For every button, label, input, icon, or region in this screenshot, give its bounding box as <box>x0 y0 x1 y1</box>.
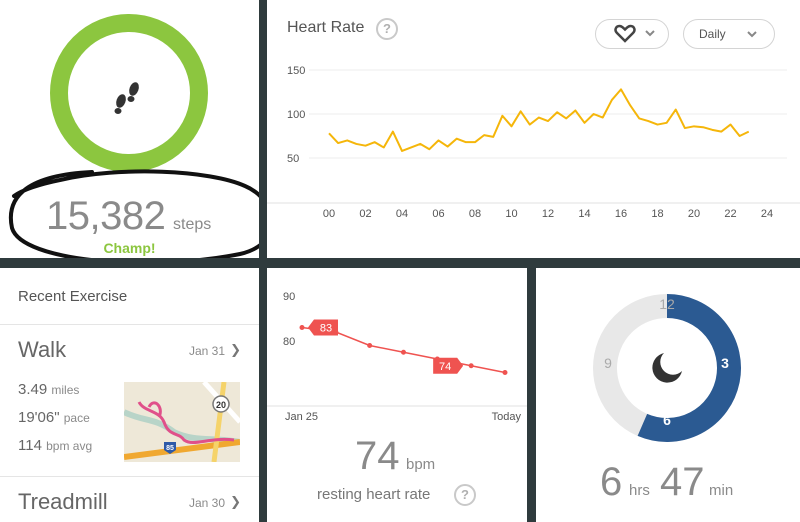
resting-hr-point <box>367 343 373 348</box>
steps-tile[interactable]: 15,382 steps Champ! <box>0 0 259 258</box>
exercise-name: Walk <box>18 337 67 362</box>
sleep-hours-unit: hrs <box>629 482 650 499</box>
y-tick-label: 50 <box>287 153 299 165</box>
data-label: 74 <box>439 361 451 373</box>
chevron-right-icon[interactable]: ❯ <box>230 342 241 357</box>
sleep-dial: 12 3 6 9 <box>593 294 741 442</box>
chevron-right-icon[interactable]: ❯ <box>230 494 241 509</box>
data-label: 83 <box>320 323 332 335</box>
exercise-heart-rate: 114 bpm avg <box>18 437 92 454</box>
route-map-graphic: 20 85 <box>124 382 240 462</box>
stat-value: 19'06" <box>18 409 60 426</box>
recent-exercise-title: Recent Exercise <box>18 288 128 305</box>
resting-heart-rate-label: resting heart rate <box>317 486 431 503</box>
x-tick-label: 06 <box>432 208 444 220</box>
stat-unit: miles <box>51 383 80 397</box>
heart-select-graphic <box>614 24 655 43</box>
stat-unit: pace <box>63 411 90 425</box>
sleep-dial-center <box>619 320 715 416</box>
y-tick-label: 80 <box>283 336 295 348</box>
x-tick-label: 24 <box>761 208 773 220</box>
resting-hr-point <box>299 325 305 330</box>
x-tick-label: Today <box>492 411 522 423</box>
resting-heart-rate-unit: bpm <box>406 456 436 473</box>
x-tick-label: 22 <box>724 208 736 220</box>
map-road-label: 20 <box>216 400 226 410</box>
stat-unit: bpm avg <box>46 439 93 453</box>
resting-heart-rate-tile[interactable]: 90 80 Jan 25 Today 83 74 74 bpm resting heart… <box>267 268 527 522</box>
steps-count: 15,382 <box>46 194 166 238</box>
heart-rate-tile[interactable]: Heart Rate ? Daily 150 100 50 00 02 04 06 08 10 1… <box>267 0 800 258</box>
x-tick-label: 08 <box>469 208 481 220</box>
dial-label-9: 9 <box>604 355 612 371</box>
steps-progress-ring <box>50 14 208 172</box>
exercise-item-walk[interactable]: Walk Jan 31 ❯ 3.49 miles 19'06" pace 114… <box>0 324 259 476</box>
steps-ring <box>8 14 259 258</box>
exercise-pace: 19'06" pace <box>18 409 90 426</box>
heart-select[interactable] <box>595 19 669 49</box>
y-tick-label: 100 <box>287 109 305 121</box>
heart-rate-chart[interactable]: 150 100 50 00 02 04 06 08 10 12 14 16 18 20 22 24 <box>267 0 800 258</box>
steps-unit: steps <box>173 216 212 233</box>
x-tick-label: 12 <box>542 208 554 220</box>
resting-hr-point <box>401 349 406 355</box>
footprints-icon <box>114 82 139 114</box>
resting-hr-point <box>468 363 474 369</box>
x-tick-label: 02 <box>359 208 371 220</box>
exercise-item-treadmill[interactable]: Treadmill Jan 30 ❯ <box>0 476 259 522</box>
resting-heart-rate-chart[interactable]: 90 80 Jan 25 Today 83 74 <box>267 268 527 428</box>
route-map[interactable]: 20 85 <box>124 382 240 462</box>
exercise-distance: 3.49 miles <box>18 381 79 398</box>
sleep-minutes-unit: min <box>709 482 734 499</box>
dial-label-12: 12 <box>659 296 675 312</box>
route-path <box>137 401 235 445</box>
x-tick-label: 00 <box>323 208 335 220</box>
resting-hr-point <box>333 329 339 335</box>
x-tick-label: 16 <box>615 208 627 220</box>
y-tick-label: 90 <box>283 291 295 303</box>
x-tick-label: 10 <box>505 208 517 220</box>
sleep-minutes: 47 <box>660 460 705 504</box>
exercise-date: Jan 31 <box>188 344 225 358</box>
heart-icon <box>614 24 636 43</box>
sleep-dial-fill <box>637 294 741 442</box>
annotation-circle <box>8 169 259 258</box>
exercise-date: Jan 30 <box>188 496 225 510</box>
period-select-value: Daily <box>699 27 726 41</box>
period-select[interactable]: Daily <box>683 19 775 49</box>
resting-hr-point <box>502 370 508 375</box>
chevron-down-icon <box>645 30 655 37</box>
x-tick-label: 04 <box>396 208 408 220</box>
x-tick-label: 20 <box>688 208 700 220</box>
help-icon[interactable]: ? <box>376 18 398 40</box>
stat-value: 3.49 <box>18 381 48 398</box>
steps-ring-marker <box>126 165 132 171</box>
heart-rate-series-line <box>328 88 750 152</box>
chevron-down-icon <box>747 31 757 38</box>
data-label-tag <box>308 319 338 336</box>
dial-label-3: 3 <box>721 355 729 371</box>
recent-exercise-tile[interactable]: Recent Exercise Walk Jan 31 ❯ 3.49 miles… <box>0 268 259 522</box>
heart-rate-title: Heart Rate <box>287 19 365 36</box>
dial-label-6: 6 <box>663 412 671 428</box>
sleep-tile[interactable]: 12 3 6 9 6 hrs 47 min <box>536 268 800 522</box>
help-icon[interactable]: ? <box>454 484 476 506</box>
stat-value: 114 <box>18 437 42 454</box>
map-highway-label: 85 <box>166 445 174 452</box>
x-tick-label: Jan 25 <box>285 411 318 423</box>
y-tick-label: 150 <box>287 65 305 77</box>
moon-icon <box>652 353 682 383</box>
sleep-hours: 6 <box>600 460 623 504</box>
exercise-name: Treadmill <box>18 489 108 514</box>
data-label-tag <box>433 357 464 374</box>
resting-heart-rate-value: 74 <box>355 434 400 478</box>
x-tick-label: 18 <box>651 208 663 220</box>
steps-badge: Champ! <box>103 240 156 256</box>
x-tick-label: 14 <box>578 208 590 220</box>
